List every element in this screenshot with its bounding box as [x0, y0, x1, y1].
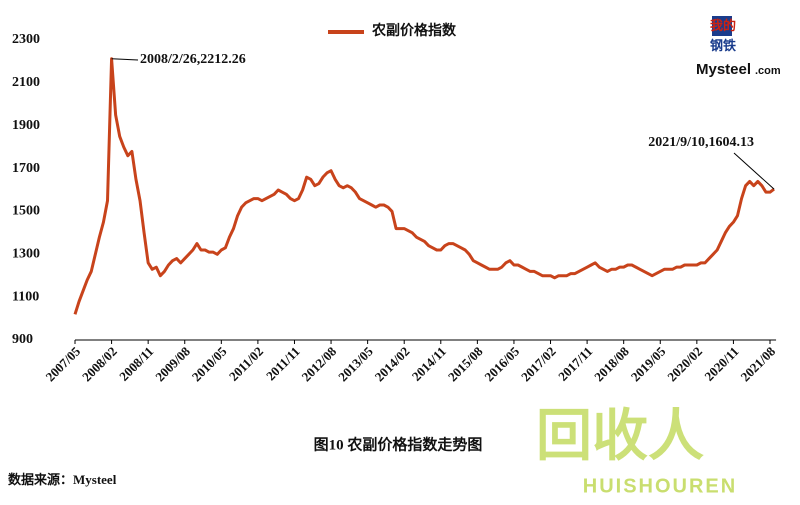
y-tick-label: 2300	[12, 32, 40, 47]
watermark-mark: 回收人	[536, 404, 704, 469]
x-tick-label: 2011/02	[226, 344, 266, 384]
annotation: 2008/2/26,2212.26	[140, 52, 246, 67]
y-tick-label: 1500	[12, 204, 40, 219]
annotation-leader	[733, 152, 775, 190]
logo-top: 我的	[710, 18, 736, 33]
x-tick-label: 2010/05	[189, 343, 230, 384]
y-tick-label: 1100	[12, 289, 39, 304]
x-tick-label: 2018/08	[591, 343, 632, 384]
annotation-leader	[111, 58, 139, 61]
x-tick-label: 2008/11	[116, 344, 156, 384]
y-tick-label: 2100	[12, 75, 40, 90]
y-tick-label: 1700	[12, 161, 40, 176]
x-tick-label: 2020/11	[701, 344, 741, 384]
x-tick-label: 2015/08	[445, 343, 486, 384]
y-tick-label: 1900	[12, 118, 40, 133]
logo-box	[712, 16, 732, 36]
y-tick-label: 1300	[12, 247, 40, 262]
x-tick-label: 2012/08	[299, 343, 340, 384]
x-tick-label: 2019/05	[628, 343, 669, 384]
x-tick-label: 2014/02	[372, 344, 413, 385]
logo-brand: Mysteel	[696, 61, 751, 78]
logo-middle: 钢铁	[710, 38, 736, 53]
x-tick-label: 2008/02	[79, 344, 120, 385]
x-tick-label: 2021/08	[737, 343, 778, 384]
x-tick-label: 2020/02	[664, 344, 705, 385]
x-tick-label: 2014/11	[409, 344, 449, 384]
x-tick-label: 2017/11	[555, 344, 595, 384]
x-tick-label: 2011/11	[263, 344, 303, 384]
legend-label: 农副价格指数	[371, 22, 457, 39]
annotation: 2021/9/10,1604.13	[648, 135, 754, 150]
caption: 图10 农副价格指数走势图	[314, 435, 483, 453]
x-tick-label: 2009/08	[152, 343, 193, 384]
x-tick-label: 2017/02	[518, 344, 559, 385]
x-tick-label: 2013/05	[335, 343, 376, 384]
watermark-text: HUISHOUREN	[583, 475, 737, 497]
series-line	[73, 57, 775, 315]
logo-suffix: .com	[755, 65, 781, 77]
x-tick-label: 2016/05	[481, 343, 522, 384]
y-tick-label: 900	[12, 332, 33, 347]
x-tick-label: 2007/05	[42, 343, 83, 384]
source: 数据来源：Mysteel	[8, 472, 117, 487]
